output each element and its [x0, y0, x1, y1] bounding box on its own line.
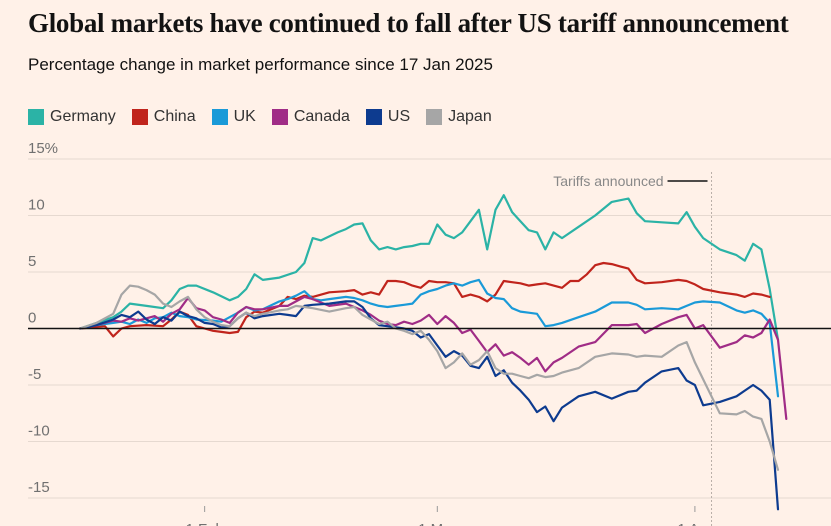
legend-item-us: US — [365, 108, 411, 126]
legend-swatch — [365, 109, 382, 125]
y-tick-label: -5 — [28, 366, 41, 383]
legend-item-uk: UK — [211, 108, 256, 126]
tariff-annotation-label: Tariffs announced — [553, 173, 663, 189]
legend-item-germany: Germany — [28, 108, 116, 126]
series-line-china — [78, 261, 771, 338]
legend-swatch — [271, 109, 288, 125]
legend-swatch — [131, 109, 148, 125]
y-tick-label: 10 — [28, 197, 45, 214]
legend-label: Germany — [50, 108, 116, 125]
legend-swatch — [211, 109, 228, 125]
series-line-japan — [78, 284, 780, 471]
y-tick-label: 0 — [28, 310, 36, 327]
series-line-uk — [78, 278, 780, 398]
chart-subtitle: Percentage change in market performance … — [28, 55, 493, 74]
x-tick-label: 1 Apr — [677, 521, 712, 526]
legend-label: UK — [233, 108, 256, 125]
legend-item-canada: Canada — [271, 108, 350, 126]
legend-swatch — [28, 109, 44, 125]
legend-label: Canada — [293, 108, 350, 125]
x-tick-label: 1 Feb — [185, 521, 223, 526]
y-tick-label: 15% — [28, 140, 58, 157]
legend-swatch — [426, 109, 443, 125]
y-tick-label: -15 — [28, 479, 50, 496]
x-tick-label: 1 Mar — [418, 521, 456, 526]
legend-item-china: China — [131, 108, 196, 126]
chart-legend: Germany China UK Canada US Japan — [28, 108, 508, 126]
legend-label: US — [387, 108, 411, 125]
legend-item-japan: Japan — [426, 108, 492, 126]
y-tick-label: -10 — [28, 423, 50, 440]
series-line-us — [78, 300, 780, 511]
y-tick-label: 5 — [28, 253, 36, 270]
chart-title: Global markets have continued to fall af… — [28, 8, 789, 38]
legend-label: China — [153, 108, 196, 125]
legend-label: Japan — [448, 108, 492, 125]
series-line-germany — [78, 194, 780, 341]
